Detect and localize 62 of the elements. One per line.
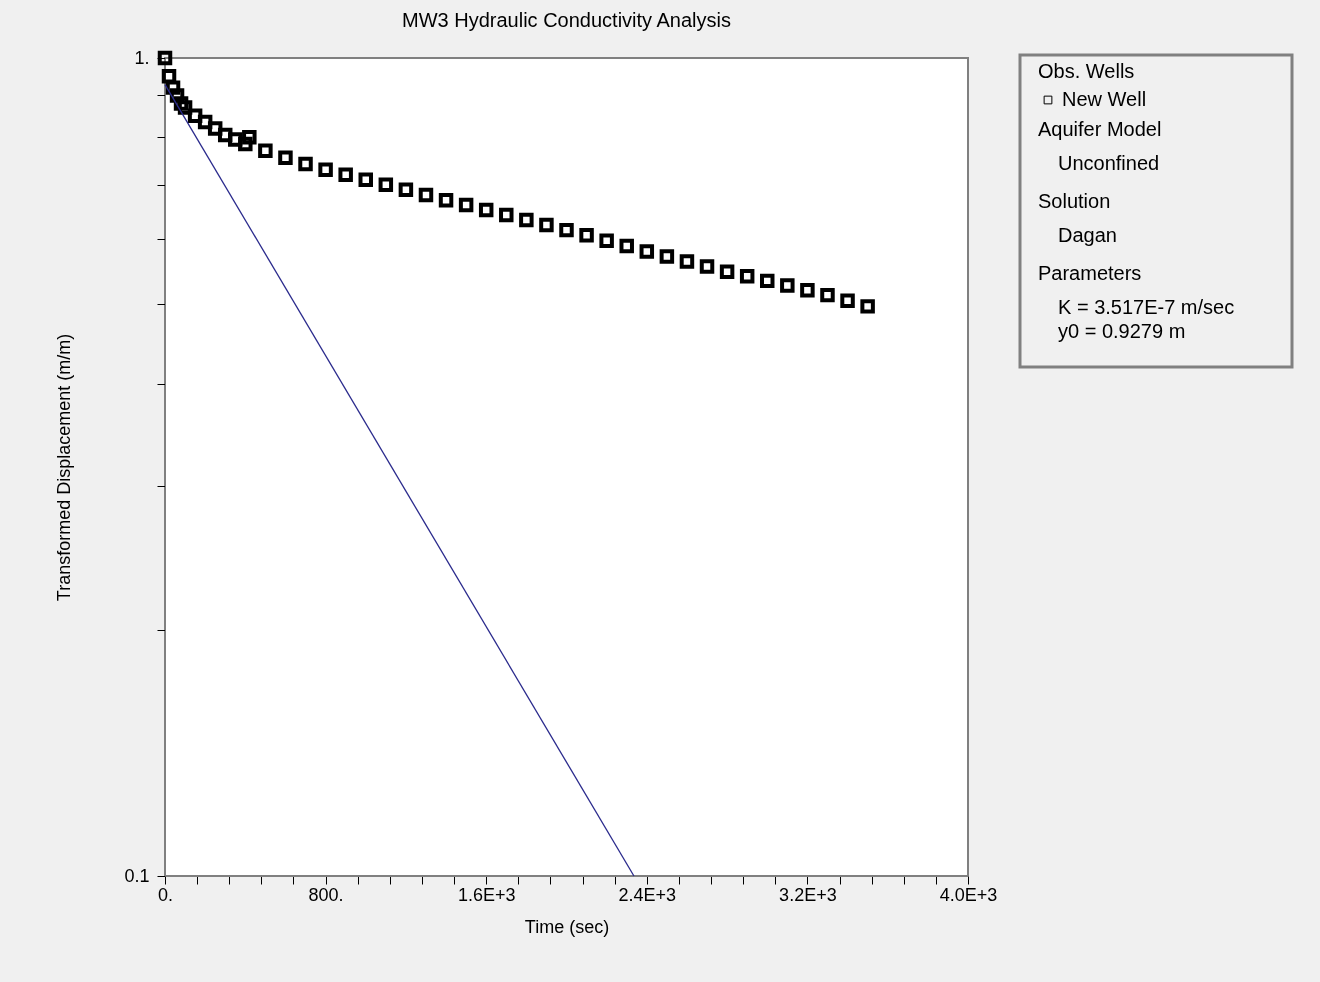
point [760, 273, 775, 289]
x-tick-label: 4.0E+3 [939, 884, 998, 905]
text: y0 = 0.9279 m [1058, 320, 1186, 342]
point [499, 207, 514, 223]
point [579, 228, 594, 243]
point [659, 249, 675, 264]
point [458, 197, 474, 213]
point [298, 156, 313, 172]
point [217, 127, 233, 143]
point [840, 293, 855, 308]
x-tick-label: 800. [308, 884, 344, 905]
x-tick-label: 1.6E+3 [457, 884, 516, 905]
chart-title: MW3 Hydraulic Conductivity Analysis [402, 8, 731, 31]
point [739, 269, 755, 284]
point [599, 233, 614, 248]
y-axis-title: Transformed Displacement (m/m) [54, 333, 75, 602]
text: Dagan [1058, 224, 1117, 246]
point [358, 172, 373, 187]
text: K = 3.517E-7 m/sec [1058, 296, 1235, 318]
x-axis-title: Time (sec) [524, 916, 610, 937]
point [699, 259, 715, 274]
point [207, 121, 223, 136]
text: Unconfined [1058, 152, 1160, 174]
point [278, 150, 293, 166]
point [398, 182, 414, 198]
point [338, 167, 353, 182]
point [165, 80, 181, 95]
point [559, 222, 574, 238]
legend-label: New Well [1062, 88, 1147, 110]
point [177, 100, 193, 115]
point [860, 299, 875, 314]
point [238, 136, 253, 152]
point [719, 264, 735, 279]
point [187, 108, 203, 123]
text: Aquifer Model [1038, 118, 1162, 140]
point [800, 283, 815, 298]
x-tick-label: 3.2E+3 [779, 884, 837, 905]
point [378, 177, 394, 192]
point [197, 114, 213, 130]
point [242, 130, 257, 145]
point [539, 217, 554, 233]
point [228, 132, 243, 147]
point [619, 238, 634, 254]
point [820, 287, 835, 303]
y-tick-label: 0.1 [124, 865, 150, 886]
x-tick-label: 2.4E+3 [618, 884, 677, 905]
y-tick-label: 1. [134, 47, 150, 68]
point [258, 143, 273, 159]
point [679, 254, 695, 269]
point [418, 187, 434, 203]
text: Parameters [1038, 262, 1142, 284]
point [438, 193, 454, 208]
legend-title: Obs. Wells [1038, 60, 1135, 82]
point [161, 68, 177, 84]
point [519, 212, 534, 228]
point [639, 244, 655, 259]
point [318, 162, 333, 178]
point [780, 278, 795, 293]
point [157, 50, 173, 66]
x-tick-label: 0. [157, 884, 174, 905]
point [478, 202, 494, 218]
text: Solution [1038, 190, 1111, 212]
